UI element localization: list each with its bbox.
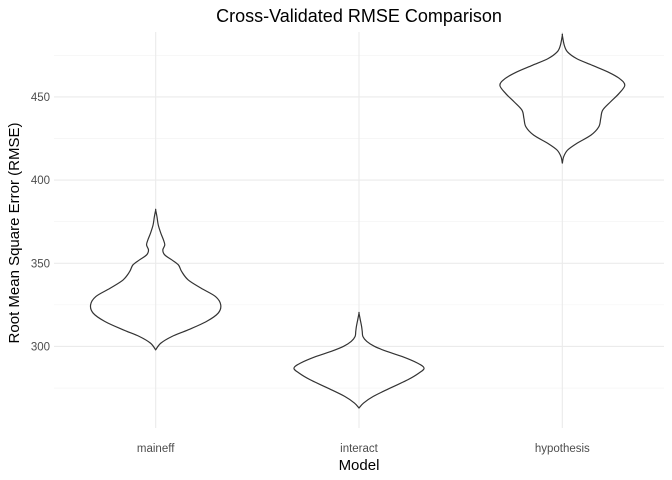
grid-lines <box>54 32 664 428</box>
x-tick-label: interact <box>340 443 379 455</box>
y-axis-title: Root Mean Square Error (RMSE) <box>6 123 23 344</box>
y-tick-label: 400 <box>31 175 50 187</box>
violin-layer <box>89 33 626 409</box>
chart-title: Cross-Validated RMSE Comparison <box>216 6 502 26</box>
tick-labels: 300 350 400 450 maineff interact hypothesis <box>31 92 590 455</box>
x-tick-label: maineff <box>137 443 175 455</box>
violin-maineff <box>89 208 222 351</box>
y-tick-label: 450 <box>31 92 50 104</box>
y-tick-label: 350 <box>31 258 50 270</box>
x-axis-title: Model <box>339 457 380 474</box>
x-tick-label: hypothesis <box>535 443 590 455</box>
y-tick-label: 300 <box>31 341 50 353</box>
violin-hypothesis <box>499 33 626 164</box>
violin-interact <box>293 311 425 409</box>
